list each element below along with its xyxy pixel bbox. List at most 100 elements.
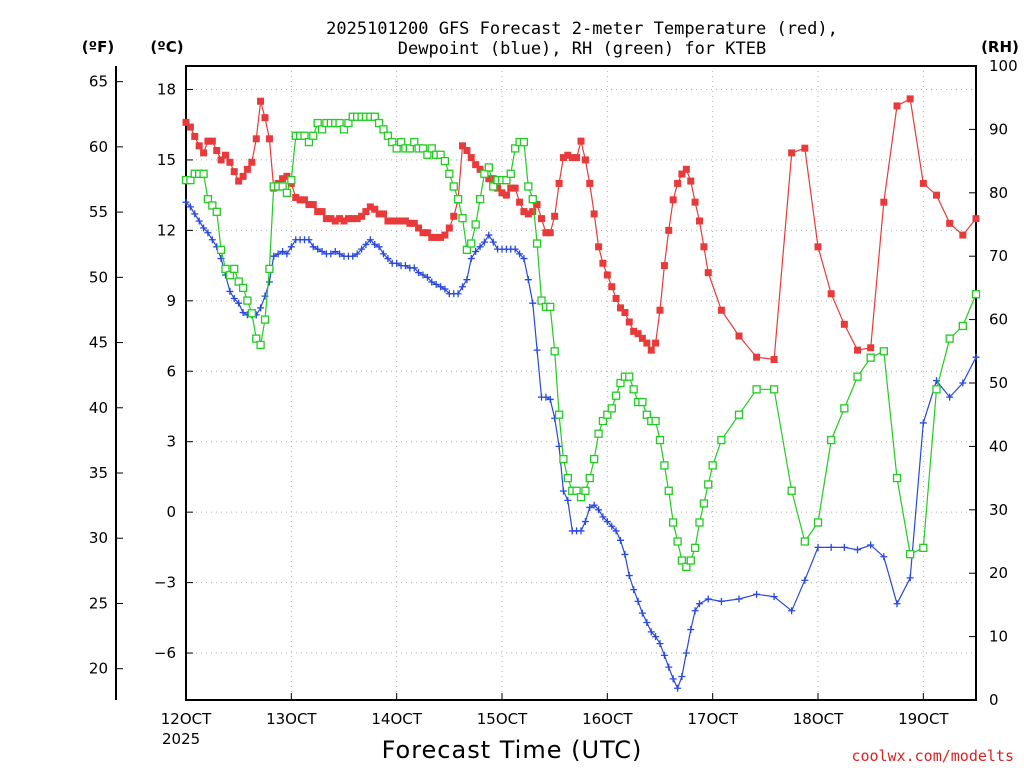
rh-point: [383, 131, 393, 140]
celsius-tick-label: 9: [166, 292, 176, 310]
dewpoint-point: [735, 595, 743, 603]
dewpoint-point: [204, 229, 212, 237]
dewpoint-point: [564, 496, 572, 504]
temperature-point: [933, 191, 940, 199]
rh-point: [655, 435, 665, 445]
temperature-point: [840, 320, 848, 328]
rh-point: [370, 112, 379, 121]
dewpoint-point: [265, 278, 273, 286]
dewpoint-point: [195, 217, 203, 225]
rh-point: [186, 175, 195, 185]
dewpoint-point: [353, 250, 361, 258]
dewpoint-point: [717, 597, 725, 605]
temperature-point: [217, 156, 225, 164]
temperature-point: [770, 356, 778, 364]
dewpoint-point: [410, 264, 418, 272]
temperature-point: [336, 215, 344, 223]
temperature-point: [331, 217, 339, 225]
rh-point: [392, 144, 401, 153]
rh-point: [827, 435, 836, 445]
fahrenheit-tick-label: 50: [89, 268, 108, 286]
temperature-point: [502, 191, 510, 199]
series: [181, 95, 981, 692]
rh-point: [278, 182, 287, 191]
rh-point: [379, 125, 388, 134]
fahrenheit-tick-label: 65: [89, 73, 108, 91]
x-tick-label: 18OCT: [793, 710, 844, 728]
temperature-point: [340, 217, 348, 225]
temperature-point: [489, 175, 497, 183]
rh-tick-label: 70: [989, 247, 1008, 265]
temperature-point: [476, 165, 484, 173]
rh-point: [603, 410, 612, 419]
rh-point: [554, 410, 564, 419]
temperature-point: [704, 269, 712, 277]
rh-point: [695, 518, 704, 527]
temperature-point: [647, 346, 655, 354]
temperature-point: [292, 193, 300, 201]
dewpoint-point: [463, 276, 471, 284]
temperature-point: [362, 208, 370, 216]
rh-point: [532, 239, 542, 248]
dewpoint-point: [182, 198, 190, 206]
rh-point: [410, 137, 419, 147]
temperature-point: [814, 243, 822, 251]
temperature-point: [529, 208, 537, 216]
temperature-point: [652, 339, 660, 347]
dewpoint-point: [309, 243, 317, 251]
temperature-point: [674, 179, 682, 187]
temperature-point: [507, 184, 515, 192]
dewpoint-point: [893, 600, 901, 608]
rh-point: [480, 169, 489, 178]
rh-point: [576, 492, 586, 502]
fahrenheit-tick-label: 20: [89, 660, 108, 678]
temperature-point: [327, 215, 335, 223]
temperature-point: [305, 201, 313, 209]
temperature-point: [191, 132, 199, 140]
dewpoint-point: [441, 285, 449, 293]
fahrenheit-tick-label: 30: [89, 529, 108, 547]
rh-point: [550, 347, 559, 356]
rh-point: [892, 473, 902, 483]
temperature-point: [472, 161, 480, 169]
temperature-point: [893, 102, 901, 110]
rh-point: [317, 125, 327, 134]
temperature-point: [445, 224, 453, 232]
dewpoint-point: [827, 543, 835, 551]
rh-point: [906, 550, 915, 559]
grid: [185, 66, 976, 700]
dewpoint-point: [625, 572, 633, 580]
rh-point: [585, 473, 594, 483]
fahrenheit-tick-label: 25: [89, 594, 108, 612]
rh-tick-label: 0: [989, 691, 999, 709]
temperature-point: [625, 318, 633, 326]
axes: 656055504540353025201815129630−3−6100908…: [89, 57, 1018, 728]
temperature-point: [459, 142, 466, 150]
rh-point: [682, 562, 691, 572]
temperature-point: [696, 217, 703, 225]
dewpoint-point: [669, 675, 677, 683]
rh-point: [616, 378, 625, 388]
temperature-point: [265, 135, 273, 143]
rh-point: [282, 188, 292, 197]
temperature-point: [516, 198, 524, 206]
rh-point: [519, 137, 529, 147]
rh-point: [467, 239, 476, 248]
dewpoint-point: [314, 245, 322, 253]
dewpoint-point: [472, 248, 480, 256]
rh-point: [511, 144, 520, 153]
temperature-point: [854, 346, 861, 354]
dewpoint-point: [612, 527, 620, 535]
fahrenheit-tick-label: 55: [89, 203, 108, 221]
temperature-point: [573, 154, 581, 162]
dewpoint-point: [687, 626, 695, 634]
temperature-point: [867, 344, 875, 352]
temperature-point: [485, 175, 493, 183]
series-rh: [181, 112, 981, 572]
rh-point: [344, 118, 353, 128]
rh-point: [611, 391, 621, 400]
rh-point: [919, 543, 928, 552]
rh-point: [427, 144, 436, 153]
dewpoint-point: [230, 294, 238, 302]
fahrenheit-unit-label: (ºF): [82, 38, 114, 56]
